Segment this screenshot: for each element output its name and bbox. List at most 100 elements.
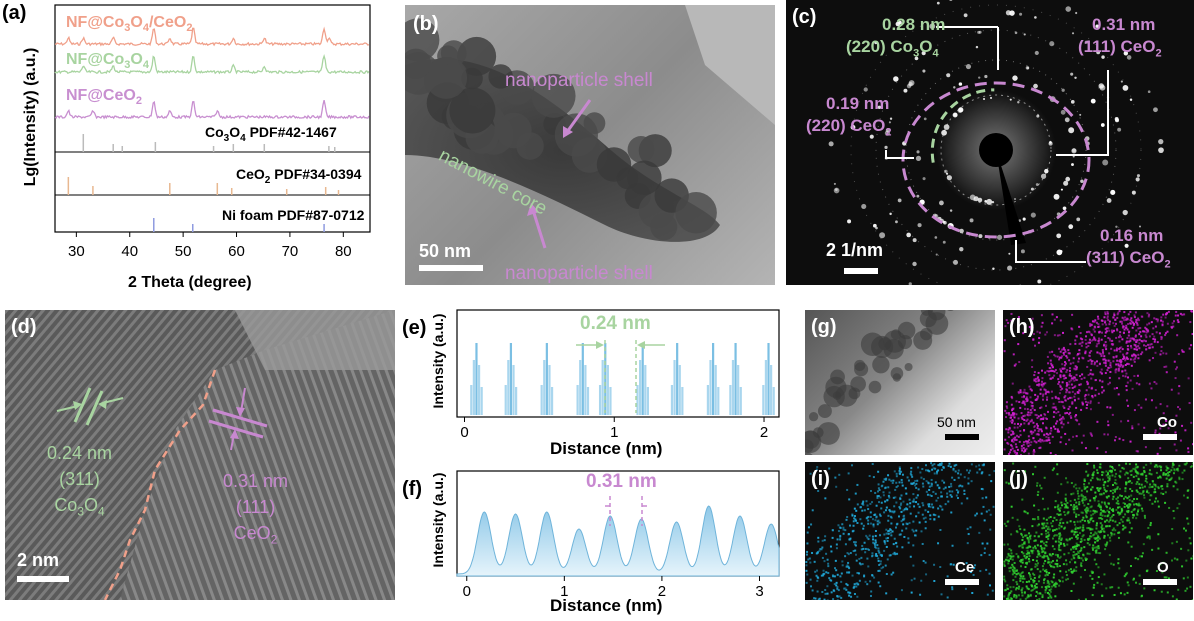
eds-signal bbox=[886, 536, 889, 539]
diffraction-spot bbox=[875, 226, 878, 230]
profile-bar bbox=[709, 360, 712, 415]
eds-signal bbox=[981, 497, 984, 500]
eds-signal bbox=[1157, 485, 1160, 488]
scale-bar bbox=[945, 434, 979, 440]
eds-signal bbox=[1101, 348, 1104, 351]
eds-signal bbox=[1107, 359, 1110, 362]
eds-signal bbox=[1108, 470, 1111, 473]
eds-signal bbox=[1047, 596, 1050, 599]
eds-signal bbox=[1023, 542, 1026, 545]
eds-signal bbox=[1058, 532, 1061, 535]
eds-signal bbox=[1116, 487, 1119, 490]
eds-signal bbox=[1119, 320, 1122, 323]
eds-signal bbox=[1148, 469, 1151, 472]
eds-signal bbox=[1066, 577, 1069, 580]
eds-signal bbox=[1115, 482, 1118, 485]
eds-signal bbox=[1110, 347, 1113, 350]
eds-signal bbox=[1020, 532, 1023, 535]
eds-signal bbox=[1023, 407, 1026, 410]
eds-signal bbox=[1006, 441, 1009, 444]
eds-signal bbox=[1022, 443, 1025, 446]
eds-signal bbox=[1021, 539, 1024, 542]
eds-signal bbox=[1101, 473, 1104, 476]
eds-signal bbox=[1089, 400, 1092, 403]
eds-signal bbox=[1135, 382, 1138, 385]
eds-signal bbox=[947, 500, 950, 503]
eds-signal bbox=[1135, 345, 1138, 348]
eds-signal bbox=[862, 524, 865, 527]
eds-signal bbox=[1098, 331, 1101, 334]
eds-signal bbox=[1029, 430, 1032, 433]
eds-signal bbox=[1096, 420, 1099, 423]
eds-signal bbox=[1166, 322, 1169, 325]
eds-signal bbox=[1084, 496, 1087, 499]
eds-signal bbox=[1103, 488, 1106, 491]
eds-signal bbox=[1011, 558, 1014, 561]
eds-signal bbox=[1051, 581, 1054, 584]
eds-signal bbox=[1138, 492, 1141, 495]
eds-signal bbox=[1104, 320, 1107, 323]
eds-signal bbox=[1054, 406, 1057, 409]
eds-signal bbox=[1049, 590, 1052, 593]
eds-signal bbox=[1003, 339, 1006, 342]
eds-signal bbox=[911, 500, 914, 503]
eds-signal bbox=[1083, 538, 1086, 541]
diffraction-spot bbox=[1074, 76, 1077, 80]
diffraction-spot bbox=[1120, 80, 1123, 83]
diffraction-spot bbox=[1013, 197, 1017, 201]
eds-signal bbox=[1065, 563, 1068, 566]
eds-signal bbox=[861, 544, 864, 547]
eds-signal bbox=[1057, 504, 1060, 507]
eds-signal bbox=[1027, 435, 1030, 438]
eds-signal bbox=[1084, 447, 1087, 450]
eds-signal bbox=[1151, 480, 1154, 483]
eds-signal bbox=[1175, 310, 1178, 313]
eds-signal bbox=[1018, 361, 1021, 364]
eds-signal bbox=[1021, 591, 1024, 594]
eds-signal bbox=[1050, 580, 1053, 583]
eds-signal bbox=[1083, 485, 1086, 488]
eds-signal bbox=[1069, 415, 1072, 418]
eds-signal bbox=[1115, 347, 1118, 350]
eds-signal bbox=[1160, 469, 1163, 472]
eds-signal bbox=[914, 479, 917, 482]
eds-signal bbox=[1162, 492, 1165, 495]
eds-signal bbox=[878, 501, 881, 504]
eds-signal bbox=[1004, 558, 1007, 561]
eds-signal bbox=[1121, 353, 1124, 356]
eds-signal bbox=[1135, 463, 1138, 466]
eds-signal bbox=[1147, 330, 1150, 333]
eds-signal bbox=[1012, 462, 1015, 465]
eds-signal bbox=[856, 582, 859, 585]
diffraction-spot bbox=[934, 236, 938, 239]
eds-signal bbox=[884, 500, 887, 503]
eds-signal bbox=[1091, 373, 1094, 376]
eds-signal bbox=[852, 524, 855, 527]
eds-signal bbox=[1038, 447, 1041, 450]
eds-signal bbox=[1030, 584, 1033, 587]
eds-signal bbox=[1096, 471, 1099, 474]
eds-signal bbox=[1020, 572, 1023, 575]
eds-signal bbox=[1068, 391, 1071, 394]
eds-signal bbox=[877, 483, 880, 486]
eds-signal bbox=[1097, 566, 1100, 569]
eds-signal bbox=[1113, 314, 1116, 317]
eds-signal bbox=[1137, 558, 1140, 561]
eds-signal bbox=[1086, 401, 1089, 404]
eds-signal bbox=[847, 561, 850, 564]
eds-signal bbox=[1098, 352, 1101, 355]
eds-signal bbox=[1082, 524, 1085, 527]
eds-signal bbox=[1007, 594, 1010, 597]
eds-signal bbox=[858, 562, 861, 565]
eds-signal bbox=[911, 528, 914, 531]
eds-signal bbox=[1012, 586, 1015, 589]
diffraction-spot bbox=[944, 169, 948, 174]
eds-signal bbox=[1007, 436, 1010, 439]
eds-signal bbox=[1146, 329, 1149, 332]
scale-bar-label: 2 nm bbox=[17, 550, 60, 570]
eds-signal bbox=[865, 534, 868, 537]
eds-signal bbox=[1131, 425, 1134, 428]
eds-signal bbox=[1057, 382, 1060, 385]
eds-signal bbox=[1135, 475, 1138, 478]
profile-bar bbox=[772, 387, 775, 415]
